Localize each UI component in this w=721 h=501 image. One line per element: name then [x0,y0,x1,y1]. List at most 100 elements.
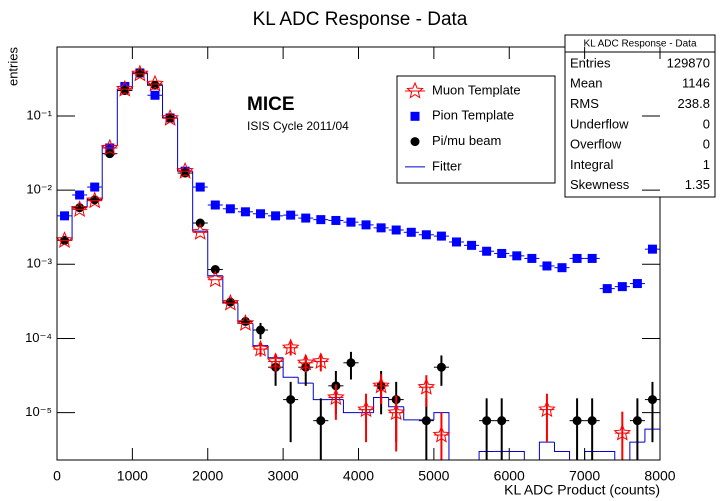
circle-marker [120,86,130,96]
square-marker [542,261,552,271]
square-marker [271,211,281,221]
x-tick-label: 3000 [268,468,299,484]
fitter-step [478,450,495,460]
star-marker [296,353,315,371]
x-tick-label: 0 [53,468,61,484]
y-tick-label: 10⁻² [26,182,52,197]
stats-value: 1146 [682,76,710,91]
square-marker [240,207,250,217]
stats-value: 0 [703,137,710,152]
legend: Muon Template Pion Template Pi/mu beam Fitt… [405,81,521,173]
square-marker [210,200,220,210]
stats-title: KL ADC Response - Data [583,39,696,50]
legend-label: Fitter [432,158,462,173]
chart-title: KL ADC Response - Data [253,9,468,30]
fitter-step [267,345,284,359]
star-marker [266,352,285,369]
fitter-step [403,406,419,421]
x-tick-label: 1000 [117,468,148,484]
star-marker [251,339,270,357]
y-axis-title: entries [5,47,20,87]
square-marker [512,251,522,261]
circle-marker [256,325,266,335]
star-marker [191,222,210,240]
square-marker [527,253,537,263]
square-marker [150,90,160,100]
square-marker [195,182,205,192]
legend-label: Muon Template [432,82,521,97]
star-marker [236,314,255,331]
fitter-step [433,412,450,460]
stats-label: Entries [570,55,611,70]
stats-value: 129870 [667,55,710,70]
legend-label: Pion Template [432,108,514,123]
stats-value: 1.35 [685,177,710,192]
square-marker [301,213,311,223]
x-tick-label: 7000 [569,468,600,484]
y-tick-label: 10⁻⁵ [25,404,52,419]
circle-marker [346,358,356,368]
x-axis-title: KL ADC Product (counts) [504,482,660,498]
square-marker [497,248,507,258]
stats-rows: Entries 129870 Mean 1146 RMS 238.8 Underflow 0 O… [570,55,710,192]
circle-marker [316,416,326,426]
square-marker [361,220,371,230]
square-marker [410,111,420,121]
fitter-step [599,450,616,460]
star-marker [387,403,406,421]
square-marker [256,209,266,219]
stats-label: Overflow [570,137,622,152]
star-marker [85,191,104,209]
square-marker [331,215,341,225]
circle-marker [632,416,642,426]
square-marker [60,211,70,221]
y-tick-label: 10⁻¹ [26,107,52,122]
x-tick-label: 6000 [494,468,525,484]
square-marker [587,253,597,263]
plot-area [55,64,660,460]
fitter-step [644,428,660,443]
star-marker [206,270,225,288]
circle-marker [421,416,431,426]
fitter-step [282,357,299,378]
fitter-step [509,450,525,460]
stats-value: 0 [703,116,710,131]
square-marker [90,182,100,192]
square-marker [557,263,567,273]
star-marker [432,425,451,443]
circle-marker [210,265,220,275]
circle-marker [150,80,160,90]
square-marker [482,246,492,256]
square-marker [467,240,477,250]
square-marker [406,227,416,237]
star-marker [417,378,436,395]
stats-label: RMS [570,96,599,111]
square-marker [632,279,642,289]
circle-marker [90,195,100,205]
star-marker [281,338,300,356]
square-marker [75,190,85,200]
star-marker [146,74,164,92]
star-marker [161,109,179,126]
circle-marker [75,203,85,213]
circle-marker [135,68,145,78]
square-marker [572,253,582,263]
stats-box [564,34,716,198]
fitter-step [192,171,208,232]
star-marker [327,388,345,406]
star-marker [176,161,194,179]
circle-marker [497,416,507,426]
circle-marker [572,416,582,426]
x-tick-label: 8000 [644,468,675,484]
square-marker [436,231,446,241]
stats-value: 238.8 [677,96,710,111]
circle-marker [436,362,446,372]
square-marker [421,230,431,240]
square-marker [376,223,386,233]
stats-value: 1 [703,157,710,172]
star-marker [100,138,119,156]
fitter-step [538,441,555,460]
circle-marker [286,395,296,405]
square-marker [316,215,326,225]
fitter-step [629,441,645,460]
